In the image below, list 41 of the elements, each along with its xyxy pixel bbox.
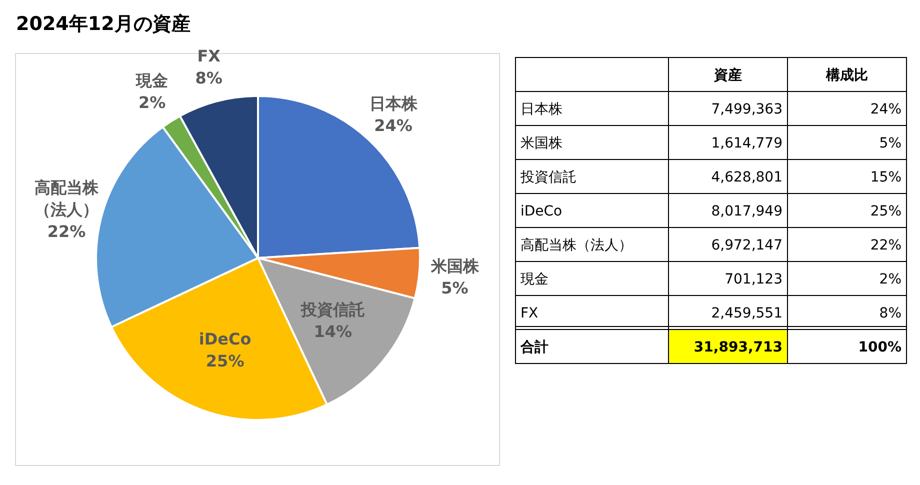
slice-label: 投資信託 bbox=[300, 300, 365, 319]
data-label: 25% bbox=[206, 351, 244, 370]
chart-title: 2024年12月の資産 bbox=[16, 13, 190, 35]
data-label: 6,972,147 bbox=[711, 238, 782, 254]
category-label: 日本株 bbox=[520, 102, 562, 118]
data-label: 2% bbox=[879, 272, 902, 288]
slice-label: FX bbox=[197, 46, 222, 66]
data-label: 15% bbox=[870, 170, 902, 186]
data-label: 14% bbox=[314, 322, 352, 341]
data-label: 2% bbox=[138, 93, 166, 112]
category-label: 米国株 bbox=[520, 136, 562, 152]
data-label: 5% bbox=[879, 136, 902, 152]
slice-label: 米国株 bbox=[430, 256, 480, 276]
data-label: 1,614,779 bbox=[711, 136, 782, 152]
data-label: 4,628,801 bbox=[711, 170, 782, 186]
text: 構成比 bbox=[825, 68, 868, 84]
text: 資産 bbox=[713, 66, 742, 84]
data-label: 100% bbox=[858, 340, 902, 356]
data-label: 8% bbox=[195, 68, 222, 88]
data-label: 5% bbox=[441, 278, 468, 298]
slice-label: 日本株 bbox=[369, 94, 418, 113]
category-label: 合計 bbox=[520, 340, 548, 356]
data-label: 7,499,363 bbox=[711, 102, 782, 118]
category-label: 投資信託 bbox=[520, 170, 576, 186]
data-label: 8% bbox=[879, 306, 902, 322]
data-label: 2,459,551 bbox=[711, 306, 782, 322]
data-label: 25% bbox=[870, 204, 902, 220]
data-label: 22% bbox=[870, 238, 902, 254]
slice-label: 高配当株（法人） bbox=[34, 178, 100, 219]
data-label: 22% bbox=[47, 222, 86, 241]
data-label: 31,893,713 bbox=[694, 340, 782, 356]
category-label: 高配当株（法人） bbox=[520, 238, 632, 254]
data-label: 8,017,949 bbox=[711, 204, 782, 220]
category-label: iDeCo bbox=[520, 204, 562, 220]
slice-label: iDeCo bbox=[198, 329, 252, 348]
data-label: 701,123 bbox=[724, 272, 782, 288]
category-label: FX bbox=[520, 306, 539, 322]
data-label: 24% bbox=[374, 116, 412, 135]
category-label: 現金 bbox=[520, 272, 548, 288]
slice-label: 現金 bbox=[135, 71, 168, 90]
data-label: 24% bbox=[870, 102, 902, 118]
